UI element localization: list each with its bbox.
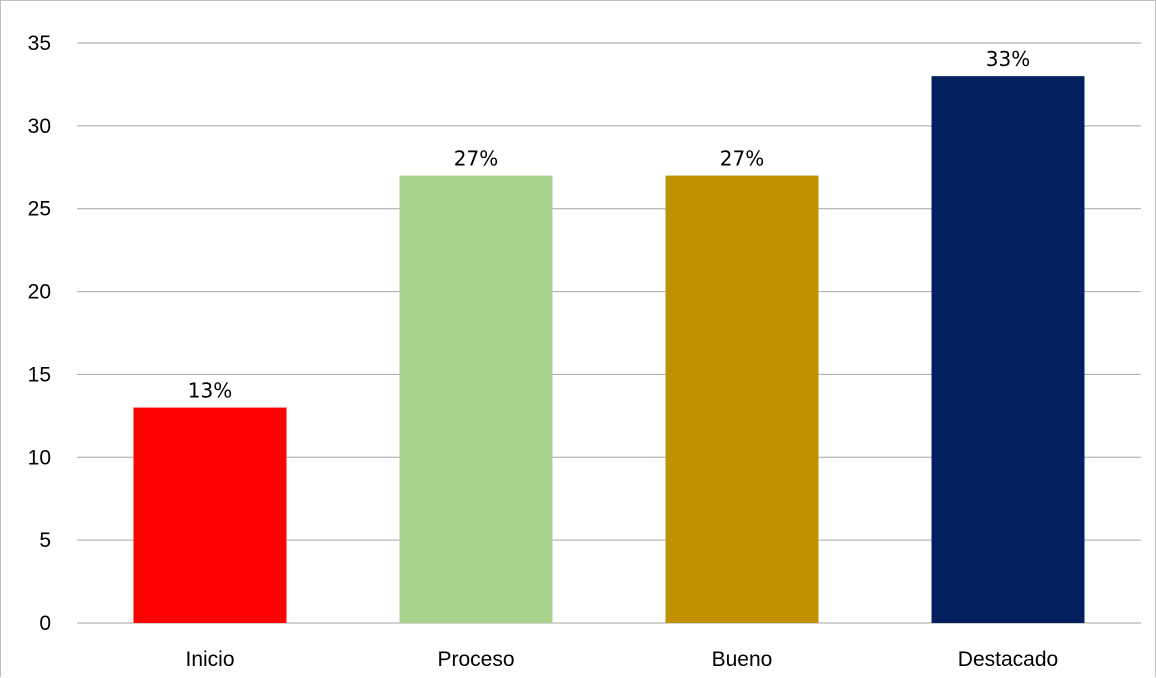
- y-axis-tick-labels: 0 5 10 15 20 25 30 35: [28, 32, 51, 635]
- x-tick-label-destacado: Destacado: [958, 648, 1058, 671]
- bar-inicio: [133, 407, 287, 623]
- y-tick-label: 35: [28, 32, 51, 55]
- bar-proceso: [399, 175, 553, 624]
- bar-destacado: [931, 76, 1085, 623]
- x-tick-label-bueno: Bueno: [712, 648, 773, 671]
- y-tick-label: 5: [39, 529, 51, 552]
- y-tick-label: 20: [28, 281, 51, 304]
- x-tick-label-proceso: Proceso: [437, 648, 514, 671]
- data-label-proceso: 27%: [454, 147, 498, 171]
- data-label-bueno: 27%: [720, 147, 764, 171]
- y-tick-label: 15: [28, 363, 51, 386]
- y-tick-label: 30: [28, 115, 51, 138]
- bar-bueno: [665, 175, 819, 624]
- y-tick-label: 10: [28, 446, 51, 469]
- data-label-inicio: 13%: [188, 379, 232, 403]
- y-tick-label: 0: [39, 612, 51, 635]
- x-axis-tick-labels: Inicio Proceso Bueno Destacado: [185, 648, 1058, 671]
- data-labels: 13% 27% 27% 33%: [188, 47, 1030, 402]
- bars: [133, 76, 1085, 624]
- data-label-destacado: 33%: [986, 47, 1030, 71]
- x-tick-label-inicio: Inicio: [185, 648, 234, 671]
- y-tick-label: 25: [28, 198, 51, 221]
